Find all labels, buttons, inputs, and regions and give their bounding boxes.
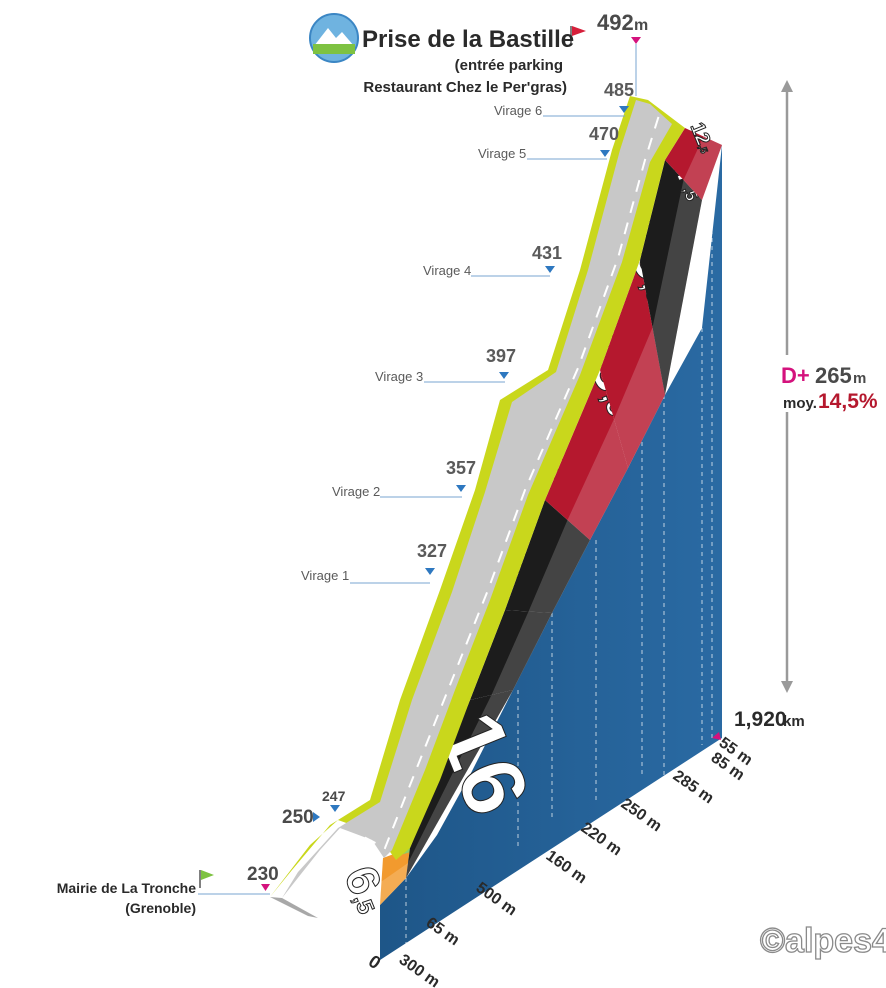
segment-length-5: 250 m [618, 795, 665, 835]
gradient-segment-7 [640, 160, 702, 395]
watermark: ©alpes4 [760, 922, 886, 960]
segment-length-2: 500 m [473, 879, 520, 919]
summit-flag-icon [570, 26, 586, 44]
hairpin-altitude-5: 470 [589, 124, 619, 144]
hairpin-name-5: Virage 5 [478, 146, 526, 161]
distance-guides [405, 150, 713, 955]
gradient-segment-0 [380, 848, 410, 905]
hairpin-name-4: Virage 4 [423, 263, 471, 278]
hairpin-name-3: Virage 3 [375, 369, 423, 384]
hairpin-marker-3 [499, 372, 509, 379]
gradient-segment-8 [665, 128, 722, 200]
altitude-marker-247 [330, 805, 340, 812]
chart-subtitle-line2: Restaurant Chez le Per'gras) [363, 79, 567, 96]
start-altitude: 230 [247, 864, 279, 885]
hairpin-altitude-2: 357 [446, 458, 476, 478]
altitude-marker-250 [313, 812, 320, 822]
gradient-segment-shade-4 [528, 520, 590, 613]
start-flag-icon [199, 870, 214, 888]
chart-subtitle-line1: (entrée parking [455, 57, 563, 74]
gradient-segment-shade-7 [652, 180, 702, 395]
hairpin-altitude-6: 485 [604, 80, 634, 100]
hairpin-marker-5 [600, 150, 610, 157]
elevation-scale-arrow [781, 80, 793, 693]
summit-unit: m [634, 17, 648, 34]
segment-length-4: 220 m [578, 819, 625, 859]
road-centerline [301, 111, 661, 893]
start-marker [261, 884, 270, 891]
total-distance-unit: km [783, 713, 805, 730]
gradient-segment-4 [505, 500, 590, 613]
hairpin-marker-4 [545, 266, 555, 273]
gradient-segment-2 [406, 690, 513, 878]
start-label-line1: Mairie de La Tronche [57, 880, 196, 896]
hairpin-altitude-3: 397 [486, 346, 516, 366]
chart-title: Prise de la Bastille [362, 26, 574, 53]
hairpin-marker-6 [619, 106, 629, 113]
hairpin-name-6: Virage 6 [494, 103, 542, 118]
gradient-segment-shade-2 [406, 690, 513, 878]
profile-flank [380, 145, 722, 960]
elevation-gain-value: 265 [815, 363, 852, 388]
gradient-segment-shade-5 [567, 419, 628, 540]
average-label: moy. [783, 395, 817, 412]
summit-altitude: 492 [597, 10, 634, 35]
segment-length-1: 65 m [423, 914, 463, 949]
segment-length-6: 285 m [670, 767, 717, 807]
gradient-segment-5 [545, 370, 628, 540]
road-end [270, 897, 318, 918]
elevation-gain-label: D+ [781, 363, 810, 388]
total-distance: 1,920 [734, 708, 787, 731]
distance-marker [712, 732, 721, 740]
summit-marker [631, 37, 641, 44]
start-label-line2: (Grenoble) [125, 900, 196, 916]
road-lane [282, 100, 672, 898]
hairpin-marker-2 [456, 485, 466, 492]
hairpin-altitude-1: 327 [417, 541, 447, 561]
gradient-segment-6 [600, 260, 665, 468]
hairpin-altitude-4: 431 [532, 243, 562, 263]
elevation-gain-unit: m [853, 370, 866, 387]
gradient-segment-3 [470, 610, 552, 700]
gradient-segment-shade-3 [491, 611, 552, 695]
average-gradient: 14,5% [818, 390, 878, 413]
altitude-label-247: 247 [322, 788, 346, 804]
hairpin-name-1: Virage 1 [301, 568, 349, 583]
gradient-segment-shade-0 [380, 863, 408, 905]
start-distance-marker: 0 [365, 951, 385, 973]
hairpin-markers: Virage 1 327 Virage 2 357 Virage 3 397 Virage … [301, 80, 634, 584]
segment-length-0: 300 m [396, 951, 443, 988]
mountain-logo-icon [309, 13, 359, 63]
hairpin-marker-1 [425, 568, 435, 575]
hairpin-name-2: Virage 2 [332, 484, 380, 499]
altitude-label-250: 250 [282, 807, 314, 828]
gradient-segment-shade-8 [683, 136, 722, 200]
segment-length-3: 160 m [543, 847, 590, 887]
gradient-segment-shade-6 [614, 327, 665, 468]
